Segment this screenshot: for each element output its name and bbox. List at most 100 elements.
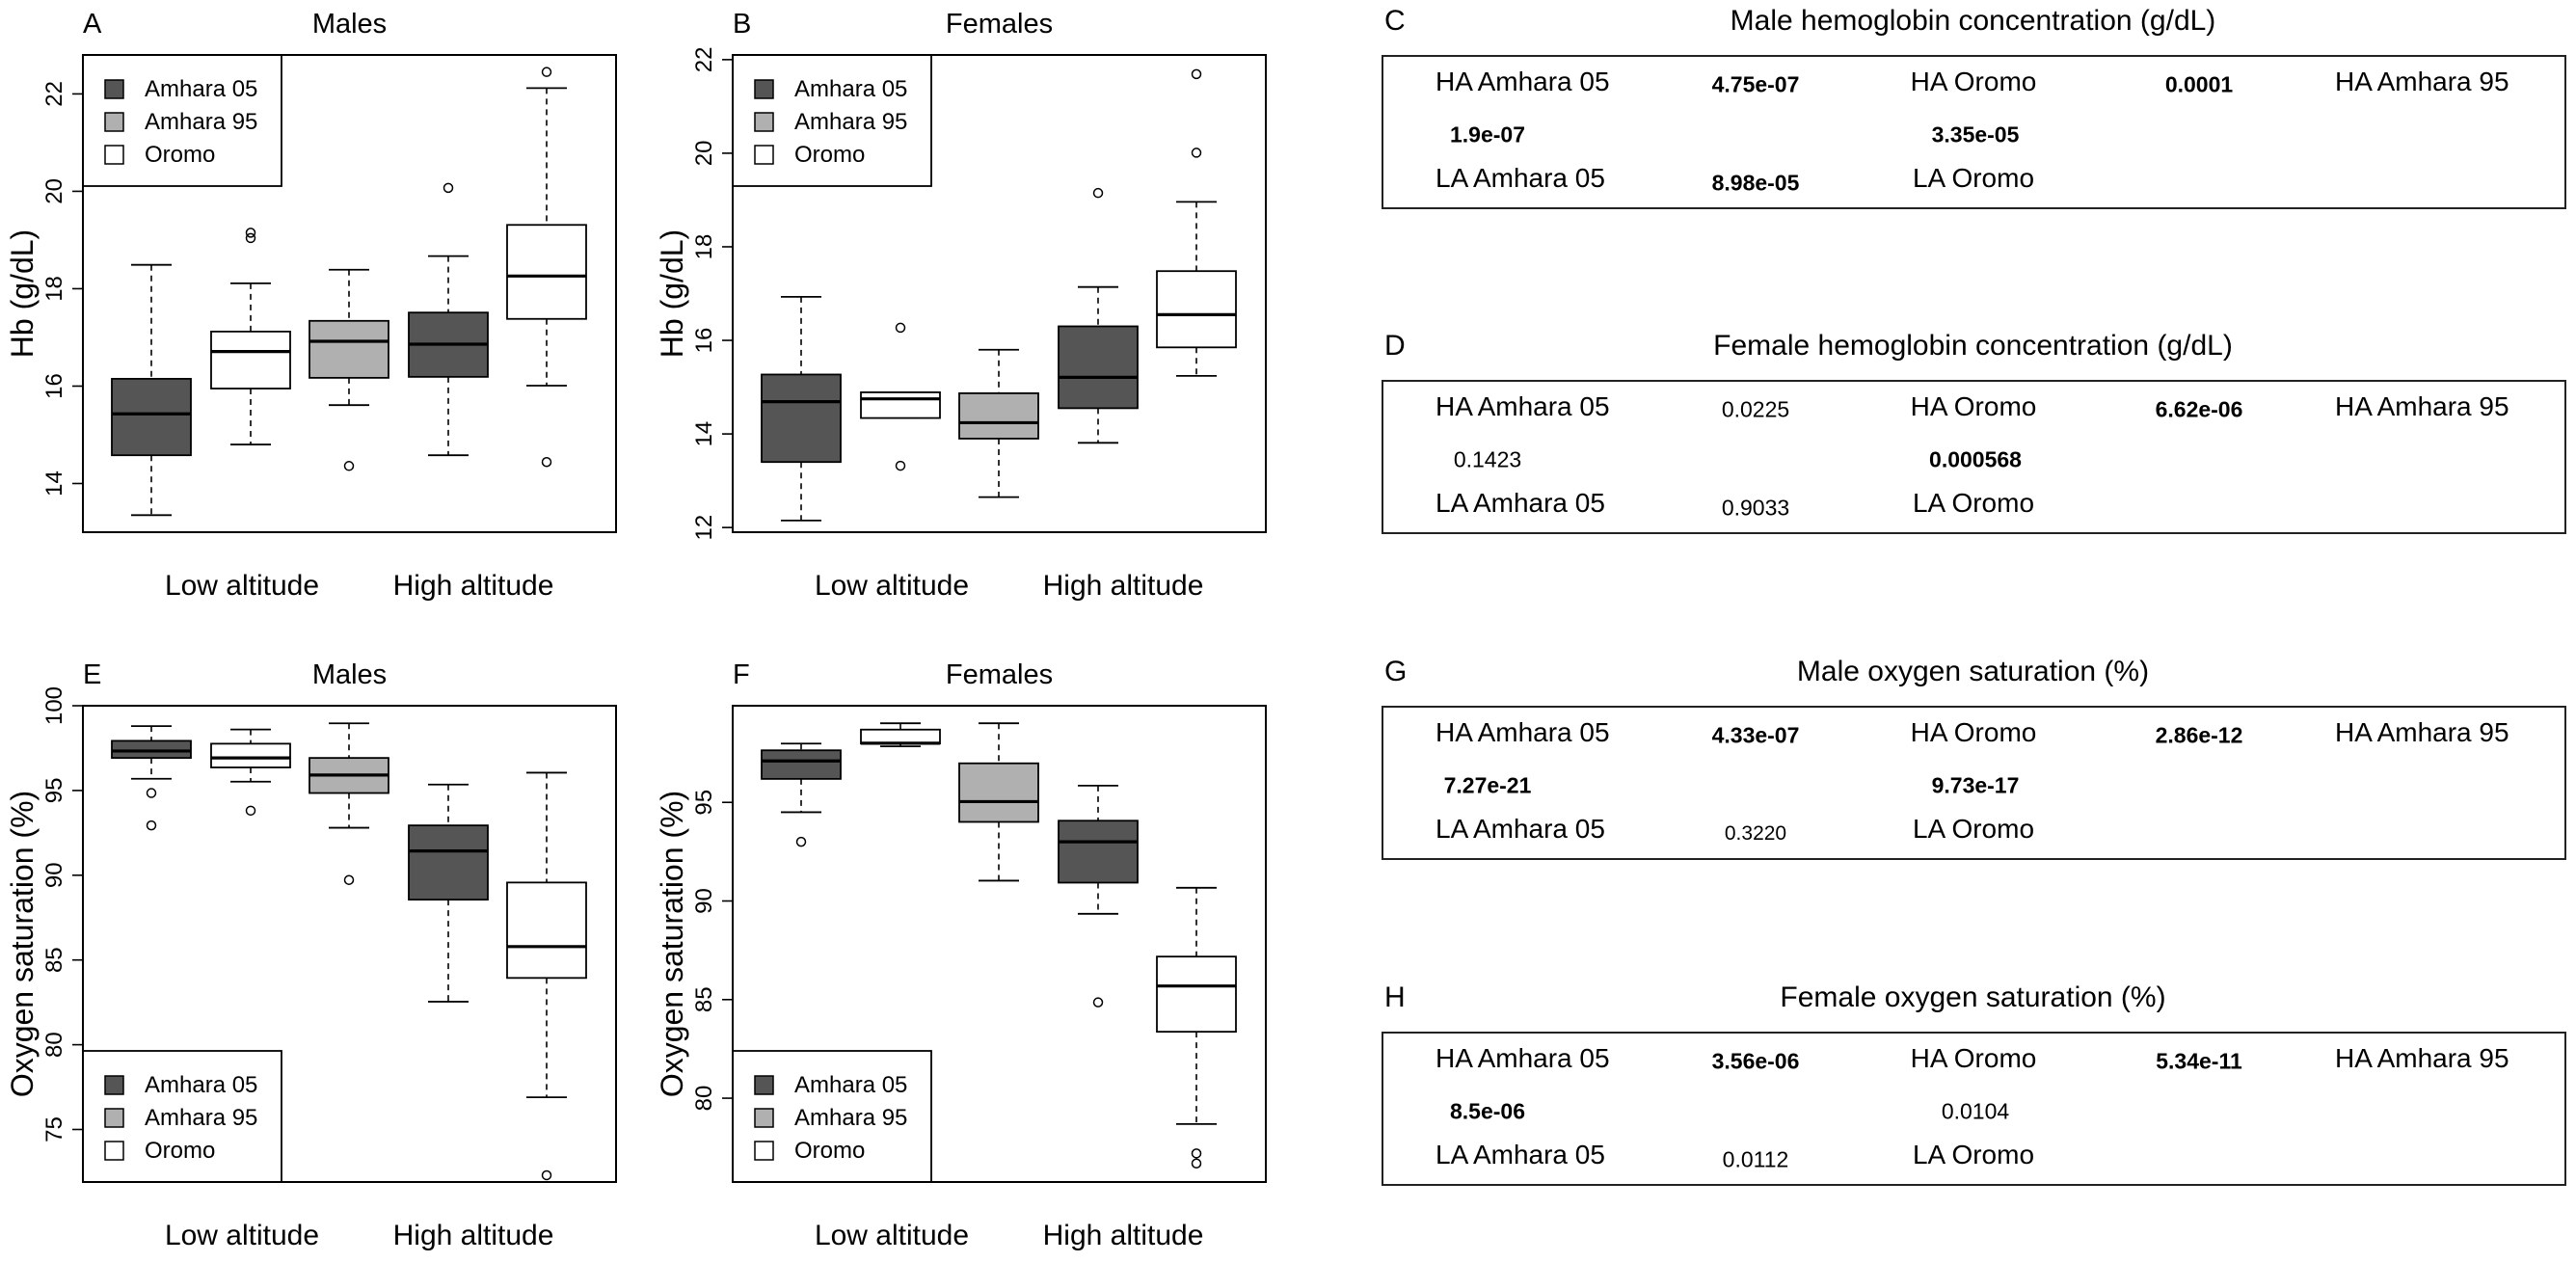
legend-label: Amhara 95 — [794, 1105, 907, 1131]
legend-swatch — [104, 1141, 124, 1161]
y-tick-label: 20 — [41, 178, 67, 204]
legend-label: Amhara 95 — [794, 109, 907, 135]
outlier-point — [1191, 68, 1202, 80]
outlier-point — [343, 461, 355, 471]
box-amhara-95 — [309, 722, 389, 885]
panel-b: B Females 12 14 16 18 20 22 Hb (g/dL) Low altitud… — [655, 9, 1267, 602]
group-label-bottom-mid: LA Oromo — [1912, 163, 2035, 193]
box-amhara-95 — [309, 268, 389, 471]
panel-title: Females — [946, 9, 1053, 40]
x-group-label: High altitude — [1043, 1220, 1204, 1251]
legend-swatch — [754, 1075, 774, 1095]
y-tick-label: 80 — [691, 1086, 717, 1112]
p-value-la-a05-vs-la-oromo: 8.98e-05 — [1711, 170, 1800, 196]
group-label-bottom-left: LA Amhara 05 — [1436, 1140, 1605, 1169]
legend-label: Amhara 05 — [145, 76, 257, 102]
group-label-top-left: HA Amhara 05 — [1436, 717, 1610, 747]
panel-title: Male oxygen saturation (%) — [1796, 656, 2150, 687]
outlier-point — [895, 460, 906, 471]
y-axis-label: Hb (g/dL) — [655, 229, 689, 358]
outlier-point — [541, 457, 552, 468]
outlier-point — [146, 820, 157, 831]
legend-label: Amhara 05 — [145, 1072, 257, 1098]
p-value-ha-a05-vs-la-a05: 8.5e-06 — [1449, 1098, 1526, 1124]
y-tick-label: 16 — [691, 328, 717, 354]
iqr-box — [1156, 955, 1237, 1034]
plot-frame — [732, 705, 1267, 1183]
panel-letter: D — [1384, 330, 1406, 362]
legend-swatch — [754, 145, 774, 165]
legend: Amhara 05 Amhara 95 Oromo — [82, 54, 282, 187]
legend-label: Oromo — [145, 142, 215, 168]
comparison-table: HA Amhara 05 HA Oromo HA Amhara 95 LA Amhar… — [1382, 706, 2566, 860]
y-tick-label: 22 — [691, 47, 717, 73]
panel-letter: B — [733, 9, 751, 40]
outlier-point — [795, 836, 807, 847]
box-amhara-05 — [1058, 784, 1139, 1008]
panel-title: Males — [312, 659, 387, 690]
y-tick-label: 85 — [691, 986, 717, 1012]
box-amhara-05 — [111, 263, 192, 517]
group-label-bottom-mid: LA Oromo — [1912, 814, 2035, 844]
iqr-box — [958, 762, 1039, 823]
box-oromo — [1156, 886, 1237, 1169]
plot-frame — [732, 54, 1267, 533]
group-label-bottom-mid: LA Oromo — [1912, 1140, 2035, 1169]
legend-label: Oromo — [794, 142, 865, 168]
iqr-box — [1058, 325, 1139, 410]
p-value-ha-oromo-vs-ha-a95: 0.0001 — [2164, 71, 2234, 97]
y-tick-label: 75 — [41, 1116, 67, 1142]
x-group-label: Low altitude — [815, 570, 969, 602]
p-value-la-a05-vs-la-oromo: 0.3220 — [1724, 822, 1787, 845]
legend-swatch — [754, 1108, 774, 1128]
box-amhara-05 — [761, 742, 842, 847]
group-label-top-left: HA Amhara 05 — [1436, 67, 1610, 96]
y-tick-label: 14 — [691, 421, 717, 447]
panel-e: E Males 75 80 85 90 95 100 Oxygen saturation (%)… — [5, 659, 617, 1251]
outlier-point — [541, 67, 552, 77]
group-label-top-mid: HA Oromo — [1910, 1043, 2037, 1073]
x-group-label: High altitude — [393, 570, 554, 602]
y-tick-label: 90 — [691, 888, 717, 914]
box-amhara-05 — [761, 172, 842, 522]
y-tick-label: 22 — [41, 81, 67, 107]
box-oromo — [1156, 68, 1237, 377]
outlier-point — [146, 788, 157, 798]
panel-a: A Males 14 16 18 20 22 Hb (g/dL) Low altitude Hig… — [5, 9, 617, 602]
y-tick-label: 18 — [691, 234, 717, 260]
iqr-box — [111, 377, 192, 457]
legend-label: Oromo — [145, 1138, 215, 1164]
outlier-point — [895, 322, 906, 334]
y-tick-label: 20 — [691, 141, 717, 167]
y-tick-label: 18 — [41, 276, 67, 302]
legend: Amhara 05 Amhara 95 Oromo — [732, 54, 932, 187]
p-value-ha-a05-vs-la-a05: 0.1423 — [1453, 446, 1522, 472]
iqr-box — [860, 728, 941, 745]
box-oromo — [860, 322, 941, 471]
box-amhara-05 — [1058, 187, 1139, 444]
group-label-bottom-mid: LA Oromo — [1912, 488, 2035, 518]
iqr-box — [761, 373, 842, 464]
p-value-ha-oromo-vs-ha-a95: 6.62e-06 — [2155, 396, 2243, 422]
iqr-box — [111, 739, 192, 760]
group-label-top-right: HA Amhara 95 — [2335, 717, 2509, 747]
group-label-top-mid: HA Oromo — [1910, 391, 2037, 421]
group-label-top-left: HA Amhara 05 — [1436, 1043, 1610, 1073]
panel-title: Males — [312, 9, 387, 40]
iqr-box — [1058, 820, 1139, 884]
iqr-box — [958, 391, 1039, 440]
plot-frame — [82, 705, 617, 1183]
box-amhara-05 — [111, 725, 192, 831]
box-amhara-05 — [408, 182, 489, 457]
outlier-point — [245, 805, 256, 817]
group-label-bottom-left: LA Amhara 05 — [1436, 488, 1605, 518]
group-label-top-mid: HA Oromo — [1910, 67, 2037, 96]
panel-letter: F — [733, 659, 750, 690]
x-group-label: High altitude — [393, 1220, 554, 1251]
y-tick-label: 16 — [41, 373, 67, 399]
p-value-la-a05-vs-la-oromo: 0.9033 — [1721, 495, 1790, 521]
x-group-label: Low altitude — [815, 1220, 969, 1251]
outlier-point — [1092, 187, 1104, 199]
y-tick-label: 100 — [41, 686, 67, 725]
